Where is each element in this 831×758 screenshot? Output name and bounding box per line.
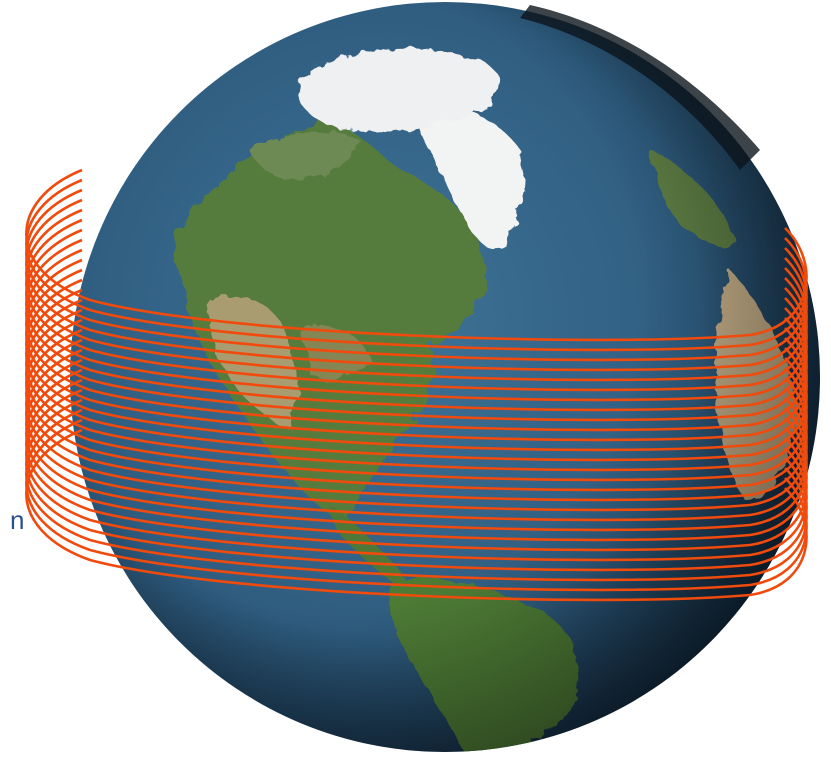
- orbit-ring: [25, 428, 808, 602]
- orbit-ring: [25, 408, 808, 582]
- orbit-rings: [25, 168, 808, 602]
- earth-globe: [70, 2, 820, 752]
- orbit-ring: [25, 418, 808, 592]
- text-fragment: n: [10, 505, 25, 535]
